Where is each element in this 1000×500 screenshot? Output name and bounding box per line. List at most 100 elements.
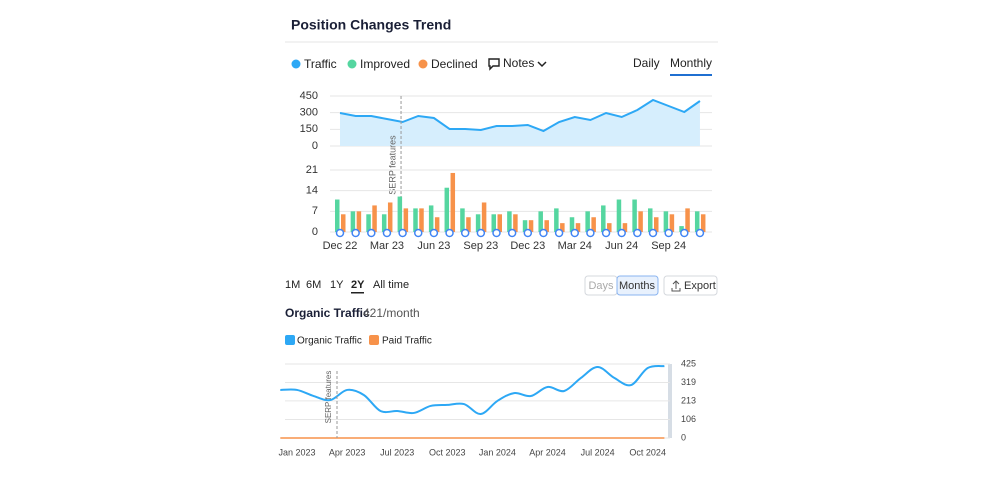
bar	[685, 208, 690, 232]
bar	[554, 208, 559, 232]
range-option[interactable]: 1Y	[330, 279, 344, 291]
bar	[585, 211, 590, 232]
daily[interactable]: Daily	[633, 56, 660, 70]
google-icon	[367, 228, 376, 238]
bar	[632, 199, 637, 232]
google-icon	[351, 228, 360, 238]
google-icon	[539, 228, 548, 238]
google-icon	[664, 228, 673, 238]
google-icon	[507, 228, 517, 238]
bar	[638, 211, 643, 232]
x-tick-label: Apr 2023	[329, 447, 366, 457]
y-tick-label: 21	[306, 164, 318, 176]
export[interactable]: Export	[684, 280, 716, 292]
y-tick-label: 213	[681, 395, 696, 405]
bar	[481, 202, 487, 232]
bar	[591, 217, 596, 232]
legend-item[interactable]: Declined	[431, 57, 478, 71]
x-tick-label: Jul 2023	[380, 447, 414, 457]
bar	[372, 205, 377, 232]
x-tick-label: Sep 24	[651, 240, 686, 252]
organic-value: 421/month	[363, 306, 420, 320]
bar	[513, 214, 518, 232]
notes[interactable]: Notes	[503, 56, 534, 70]
y-tick-label: 450	[300, 90, 318, 102]
x-tick-label: Apr 2024	[529, 447, 566, 457]
range-option[interactable]: 2Y	[351, 279, 365, 291]
checkbox[interactable]	[369, 335, 379, 345]
months[interactable]: Months	[619, 280, 656, 292]
x-tick-label: Oct 2023	[429, 447, 466, 457]
tab-underline	[670, 74, 712, 76]
google-icon	[492, 228, 501, 238]
bar	[601, 205, 606, 232]
monthly[interactable]: Monthly	[670, 56, 712, 70]
bar	[397, 196, 403, 232]
x-tick-label: Jul 2024	[581, 447, 615, 457]
y-tick-label: 0	[681, 432, 686, 442]
annotation: SERP features	[324, 371, 333, 424]
bar	[560, 223, 565, 232]
google-icon	[570, 228, 579, 238]
notes-icon	[488, 58, 500, 71]
export-icon	[671, 280, 681, 292]
bar	[522, 220, 528, 232]
legend-dot	[291, 59, 301, 69]
bar	[460, 208, 465, 232]
google-icon	[460, 228, 470, 238]
bar	[428, 205, 434, 232]
bar	[335, 199, 340, 232]
legend-item[interactable]: Traffic	[304, 57, 337, 71]
checkbox[interactable]	[285, 335, 295, 345]
organic-title: Organic Traffic	[285, 306, 370, 320]
y-tick-label: 425	[681, 358, 696, 368]
bar	[669, 214, 675, 232]
bar	[419, 208, 424, 232]
legend-item[interactable]: Improved	[360, 57, 410, 71]
bar	[544, 220, 549, 232]
y-tick-label: 150	[300, 123, 318, 135]
export-btn[interactable]	[663, 275, 718, 296]
range-option[interactable]: 1M	[285, 279, 300, 291]
bar	[341, 214, 346, 232]
x-tick-label: Jun 23	[417, 240, 450, 252]
legend-dot	[347, 59, 357, 69]
range-option[interactable]: 6M	[306, 279, 321, 291]
bar	[475, 214, 481, 232]
bar	[569, 217, 575, 232]
google-icon	[586, 228, 595, 238]
bar	[434, 217, 440, 232]
bar	[507, 211, 512, 232]
x-tick-label: Mar 24	[558, 240, 592, 252]
x-tick-label: Mar 23	[370, 240, 404, 252]
area	[340, 100, 700, 146]
check-label[interactable]: Organic Traffic	[297, 336, 362, 347]
x-tick-label: Dec 23	[510, 240, 545, 252]
months-btn[interactable]	[616, 275, 659, 296]
range-option[interactable]: All time	[373, 279, 409, 291]
x-tick-label: Oct 2024	[629, 447, 666, 457]
bar	[413, 208, 418, 232]
line	[339, 98, 701, 133]
range-underline	[351, 292, 364, 294]
x-tick-label: Jun 24	[605, 240, 638, 252]
days[interactable]: Days	[588, 280, 614, 292]
google-icon	[680, 228, 689, 238]
bar	[700, 214, 706, 232]
y-tick-label: 14	[306, 185, 318, 197]
google-icon	[554, 228, 564, 238]
x-tick-label: Dec 22	[323, 240, 358, 252]
y-tick-label: 106	[681, 414, 696, 424]
google-icon	[429, 228, 439, 238]
check-label[interactable]: Paid Traffic	[382, 336, 432, 347]
bar	[497, 214, 502, 232]
y-tick-label: 0	[312, 226, 318, 238]
x-tick-label: Sep 23	[463, 240, 498, 252]
annotation: SERP features	[387, 135, 397, 195]
y-tick-label: 7	[312, 205, 318, 217]
title: Position Changes Trend	[291, 17, 451, 33]
x-tick-label: Jan 2024	[479, 447, 516, 457]
google-icon	[617, 228, 626, 238]
bar	[403, 208, 409, 232]
